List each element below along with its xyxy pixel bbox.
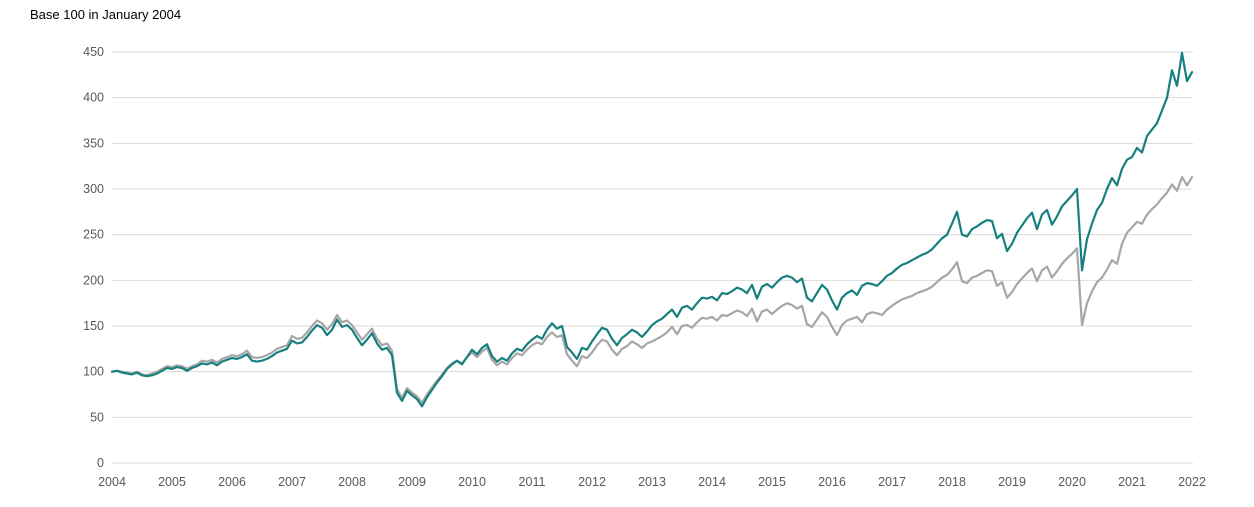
y-tick-label: 350	[83, 136, 104, 150]
x-tick-label: 2015	[758, 475, 786, 489]
y-tick-label: 50	[90, 410, 104, 424]
x-tick-label: 2005	[158, 475, 186, 489]
y-tick-label: 450	[83, 45, 104, 59]
y-tick-label: 200	[83, 273, 104, 287]
x-tick-label: 2021	[1118, 475, 1146, 489]
x-tick-label: 2012	[578, 475, 606, 489]
x-tick-label: 2010	[458, 475, 486, 489]
x-tick-label: 2017	[878, 475, 906, 489]
x-tick-label: 2011	[519, 475, 546, 489]
x-tick-label: 2022	[1178, 475, 1206, 489]
chart-title: Base 100 in January 2004	[30, 7, 182, 22]
x-tick-label: 2006	[218, 475, 246, 489]
x-tick-label: 2019	[998, 475, 1026, 489]
teal-index-line	[110, 51, 1194, 408]
y-tick-label: 100	[83, 365, 104, 379]
x-tick-label: 2009	[398, 475, 426, 489]
x-tick-label: 2004	[98, 475, 126, 489]
y-tick-label: 400	[83, 91, 104, 105]
y-tick-label: 150	[83, 319, 104, 333]
x-tick-label: 2018	[938, 475, 966, 489]
x-tick-label: 2013	[638, 475, 666, 489]
y-tick-label: 0	[97, 456, 104, 470]
y-tick-label: 250	[83, 228, 104, 242]
y-tick-label: 300	[83, 182, 104, 196]
x-tick-label: 2020	[1058, 475, 1086, 489]
x-tick-label: 2007	[278, 475, 306, 489]
x-tick-label: 2016	[818, 475, 846, 489]
x-tick-label: 2008	[338, 475, 366, 489]
x-tick-label: 2014	[698, 475, 726, 489]
gray-index-line	[110, 176, 1194, 404]
